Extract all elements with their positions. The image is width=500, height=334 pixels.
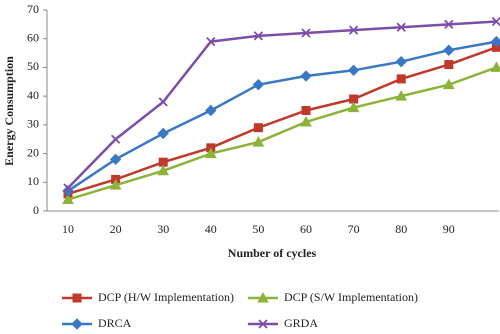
x-tick-label: 70 (348, 222, 360, 236)
y-tick-label: 20 (27, 145, 39, 159)
y-tick-label: 50 (27, 59, 39, 73)
marker (110, 134, 121, 144)
marker (396, 74, 406, 84)
marker (444, 19, 454, 29)
marker (157, 164, 170, 176)
marker (109, 153, 122, 166)
marker (253, 123, 263, 133)
x-tick-label: 60 (300, 222, 312, 236)
marker (300, 70, 312, 82)
y-tick-label: 60 (27, 30, 39, 44)
series-line (67, 40, 497, 192)
legend-marker (71, 318, 83, 330)
marker (491, 16, 500, 27)
marker (300, 115, 312, 127)
marker (253, 31, 264, 41)
y-axis-title: Energy Consumption (2, 56, 16, 166)
marker (347, 101, 360, 113)
x-tick-label: 10 (62, 222, 74, 236)
marker (205, 104, 217, 117)
x-tick-label: 30 (157, 222, 169, 236)
marker (348, 25, 359, 35)
x-tick-label: 90 (443, 222, 455, 236)
legend-label: DRCA (98, 316, 132, 330)
x-tick-label: 80 (395, 222, 407, 236)
marker (63, 183, 73, 193)
marker (252, 78, 265, 91)
marker (396, 22, 406, 32)
marker (442, 78, 455, 90)
y-tick-label: 0 (33, 203, 39, 217)
x-tick-label: 50 (252, 222, 264, 236)
legend-label: DCP (H/W Implementation) (98, 290, 234, 304)
series-line (67, 46, 497, 195)
marker (395, 55, 407, 68)
marker (252, 136, 265, 147)
y-tick-label: 70 (27, 2, 39, 16)
legend-marker (72, 293, 82, 303)
y-tick-label: 40 (27, 88, 39, 102)
marker (157, 127, 169, 140)
marker (395, 90, 408, 101)
marker (490, 61, 500, 72)
marker (206, 36, 216, 47)
x-tick-label: 40 (205, 222, 217, 236)
marker (204, 147, 217, 159)
marker (444, 60, 454, 70)
x-axis-title: Number of cycles (228, 246, 317, 260)
legend-label: DCP (S/W Implementation) (284, 290, 418, 304)
y-tick-label: 10 (27, 174, 39, 188)
x-tick-label: 20 (110, 222, 122, 236)
legend-label: GRDA (284, 316, 318, 330)
series-line (67, 66, 497, 201)
marker (62, 193, 74, 205)
marker (301, 28, 311, 38)
marker (109, 179, 122, 190)
series-line (67, 20, 497, 189)
marker (158, 97, 168, 107)
legend-marker (258, 319, 268, 329)
marker (443, 44, 455, 56)
legend-marker (257, 291, 269, 303)
marker (347, 64, 360, 77)
y-tick-label: 30 (27, 117, 39, 131)
marker (62, 185, 74, 197)
marker (301, 106, 311, 115)
